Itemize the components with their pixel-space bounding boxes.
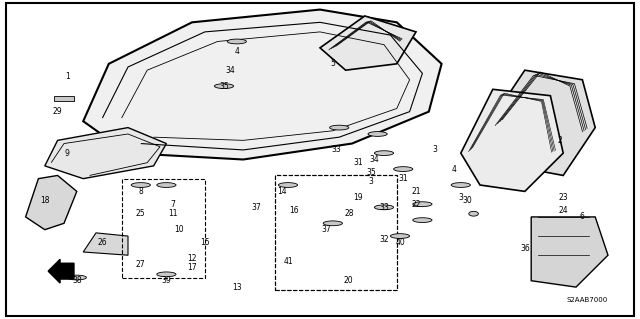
Text: 27: 27 — [136, 260, 146, 269]
Polygon shape — [26, 175, 77, 230]
Polygon shape — [486, 70, 595, 175]
Text: 3: 3 — [433, 145, 438, 154]
Text: 37: 37 — [251, 203, 261, 212]
Text: 19: 19 — [353, 193, 364, 202]
Text: 23: 23 — [558, 193, 568, 202]
Text: 18: 18 — [40, 197, 49, 205]
Text: 14: 14 — [276, 187, 287, 196]
Ellipse shape — [323, 221, 342, 226]
Text: 3: 3 — [369, 177, 374, 186]
Text: 12: 12 — [188, 254, 196, 263]
Text: 11: 11 — [168, 209, 177, 218]
Text: 26: 26 — [97, 238, 108, 247]
Ellipse shape — [451, 182, 470, 188]
Ellipse shape — [330, 125, 349, 130]
Text: 40: 40 — [395, 238, 405, 247]
Text: 34: 34 — [369, 155, 380, 164]
Polygon shape — [83, 233, 128, 255]
Text: 38: 38 — [72, 276, 82, 285]
Text: 20: 20 — [344, 276, 354, 285]
Text: 24: 24 — [558, 206, 568, 215]
Text: 9: 9 — [65, 149, 70, 158]
Polygon shape — [83, 10, 442, 159]
Ellipse shape — [227, 39, 246, 44]
Ellipse shape — [413, 218, 432, 223]
Text: 31: 31 — [353, 158, 364, 167]
Text: 37: 37 — [321, 225, 332, 234]
Text: 10: 10 — [174, 225, 184, 234]
Ellipse shape — [131, 182, 150, 188]
Text: 4: 4 — [452, 165, 457, 174]
Text: 15: 15 — [200, 238, 210, 247]
Ellipse shape — [390, 234, 410, 239]
Ellipse shape — [157, 272, 176, 277]
Text: 22: 22 — [412, 200, 420, 209]
Text: 30: 30 — [462, 197, 472, 205]
Text: 5: 5 — [330, 59, 335, 68]
Circle shape — [468, 211, 479, 216]
Text: S2AAB7000: S2AAB7000 — [567, 297, 608, 303]
Text: FR: FR — [57, 266, 71, 276]
Ellipse shape — [374, 151, 394, 156]
Text: 39: 39 — [161, 276, 172, 285]
Text: 34: 34 — [225, 66, 236, 75]
Text: 1: 1 — [65, 72, 70, 81]
Bar — [275, 175, 397, 290]
Polygon shape — [531, 217, 608, 287]
Text: 35: 35 — [219, 82, 229, 91]
Text: 31: 31 — [398, 174, 408, 183]
Polygon shape — [320, 16, 416, 70]
Text: 41: 41 — [283, 257, 293, 266]
Ellipse shape — [214, 84, 234, 89]
Ellipse shape — [374, 205, 394, 210]
Text: 21: 21 — [412, 187, 420, 196]
Ellipse shape — [368, 131, 387, 137]
Ellipse shape — [157, 182, 176, 188]
Text: 35: 35 — [366, 168, 376, 177]
Bar — [122, 179, 205, 278]
Text: 3: 3 — [458, 193, 463, 202]
Ellipse shape — [413, 202, 432, 207]
Ellipse shape — [394, 167, 413, 172]
Text: 17: 17 — [187, 263, 197, 272]
Text: 16: 16 — [289, 206, 300, 215]
Text: 29: 29 — [52, 107, 63, 116]
Text: 7: 7 — [170, 200, 175, 209]
Text: 33: 33 — [331, 145, 341, 154]
Text: 13: 13 — [232, 283, 242, 292]
Ellipse shape — [67, 275, 86, 280]
Polygon shape — [461, 89, 563, 191]
Bar — [54, 96, 74, 101]
Text: 2: 2 — [557, 136, 563, 145]
Bar — [275, 175, 397, 290]
Text: 8: 8 — [138, 187, 143, 196]
Ellipse shape — [278, 182, 298, 188]
Text: 6: 6 — [580, 212, 585, 221]
Text: 4: 4 — [234, 47, 239, 56]
Polygon shape — [45, 128, 166, 179]
Text: 25: 25 — [136, 209, 146, 218]
Text: 36: 36 — [520, 244, 530, 253]
Text: 28: 28 — [344, 209, 353, 218]
Text: 32: 32 — [379, 235, 389, 244]
Text: 33: 33 — [379, 203, 389, 212]
